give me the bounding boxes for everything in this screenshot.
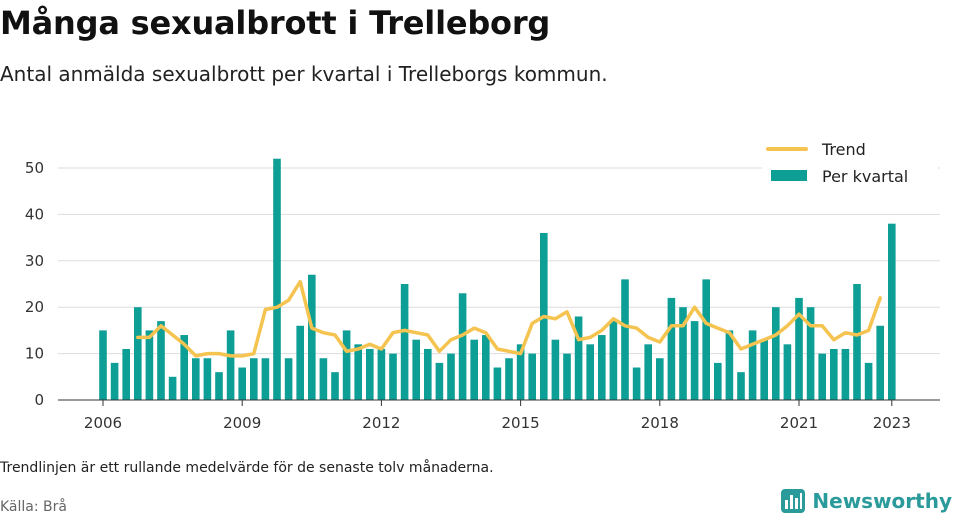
x-tick-label: 2012	[362, 414, 400, 432]
bar	[853, 284, 861, 400]
bar	[157, 321, 165, 400]
bar	[99, 330, 107, 400]
bar	[806, 307, 815, 400]
bar	[261, 358, 270, 400]
legend-label-trend: Trend	[821, 140, 866, 159]
bar	[516, 344, 525, 400]
trend-layer	[136, 279, 882, 358]
bar	[284, 358, 293, 400]
chart-title: Många sexualbrott i Trelleborg	[0, 4, 551, 42]
bar	[215, 372, 223, 400]
bar	[818, 353, 826, 400]
axes: 0 10 20 30 40 50 2006 2009 2012 2015 2018 2021 2023	[25, 159, 940, 432]
source-label: Källa: Brå	[0, 499, 67, 515]
bar	[690, 321, 699, 400]
bar	[366, 348, 374, 400]
bar	[134, 307, 142, 400]
bar	[180, 335, 188, 400]
bar	[667, 297, 676, 400]
bar	[760, 339, 768, 400]
brand-logo[interactable]: Newsworthy	[780, 488, 952, 514]
bar	[864, 362, 873, 400]
bar	[621, 279, 629, 400]
bar	[644, 344, 652, 400]
bar	[400, 284, 409, 400]
x-tick-label: 2009	[223, 414, 261, 432]
bars	[99, 158, 896, 400]
x-tick-label: 2021	[780, 414, 818, 432]
bar	[273, 158, 281, 400]
bar	[296, 325, 304, 400]
bar	[714, 362, 722, 400]
bar	[493, 367, 502, 400]
bar	[308, 274, 316, 400]
bar	[470, 339, 478, 400]
bar	[250, 358, 258, 400]
bar	[192, 358, 200, 400]
bar	[528, 353, 536, 400]
bar	[319, 358, 328, 400]
legend-label-per-kvartal: Per kvartal	[822, 167, 908, 186]
bar	[609, 321, 618, 400]
bar	[447, 353, 455, 400]
bar	[598, 335, 606, 400]
bar	[586, 344, 594, 400]
bar	[168, 376, 177, 400]
bar	[354, 344, 362, 400]
x-tick-label: 2023	[873, 414, 911, 432]
bar	[122, 348, 130, 400]
bar	[482, 335, 490, 400]
legend: Trend Per kvartal	[762, 137, 938, 195]
brand-name: Newsworthy	[812, 489, 952, 513]
bar	[574, 316, 583, 400]
y-tick-label: 20	[25, 298, 44, 316]
bar	[342, 330, 351, 400]
footnote: Trendlinjen är ett rullande medelvärde f…	[0, 460, 494, 476]
bar	[389, 353, 397, 400]
y-tick-label: 30	[25, 252, 44, 270]
y-tick-label: 0	[34, 391, 44, 409]
bar	[412, 339, 420, 400]
x-tick-label: 2018	[641, 414, 679, 432]
x-tick-label: 2015	[502, 414, 540, 432]
y-tick-label: 10	[25, 345, 44, 363]
bar	[656, 358, 664, 400]
legend-bar-swatch	[771, 170, 807, 181]
bar-chart-logo-icon	[781, 489, 806, 513]
bar	[331, 372, 339, 400]
bar	[435, 362, 444, 400]
bar	[226, 330, 235, 400]
x-tick-label: 2006	[84, 414, 122, 432]
y-tick-label: 50	[25, 159, 44, 177]
bar	[830, 348, 838, 400]
bar	[110, 362, 119, 400]
bar	[424, 348, 432, 400]
bar	[563, 353, 571, 400]
bar	[679, 307, 687, 400]
bar	[795, 297, 803, 400]
bar	[888, 223, 896, 400]
bar	[238, 367, 246, 400]
legend-background	[762, 137, 938, 195]
chart-subtitle: Antal anmälda sexualbrott per kvartal i …	[0, 62, 608, 86]
bar	[377, 348, 386, 400]
bar	[748, 330, 757, 400]
bar	[737, 372, 745, 400]
bar	[841, 348, 850, 400]
bar	[702, 279, 710, 400]
bar	[876, 325, 884, 400]
bar	[783, 344, 792, 400]
bar	[725, 330, 734, 400]
bar	[632, 367, 641, 400]
y-tick-label: 40	[25, 205, 44, 223]
bar	[551, 339, 560, 400]
bar	[772, 307, 780, 400]
bar	[145, 330, 154, 400]
bar	[505, 358, 513, 400]
bar	[203, 358, 212, 400]
trend-line	[136, 279, 882, 358]
bar	[458, 293, 467, 400]
